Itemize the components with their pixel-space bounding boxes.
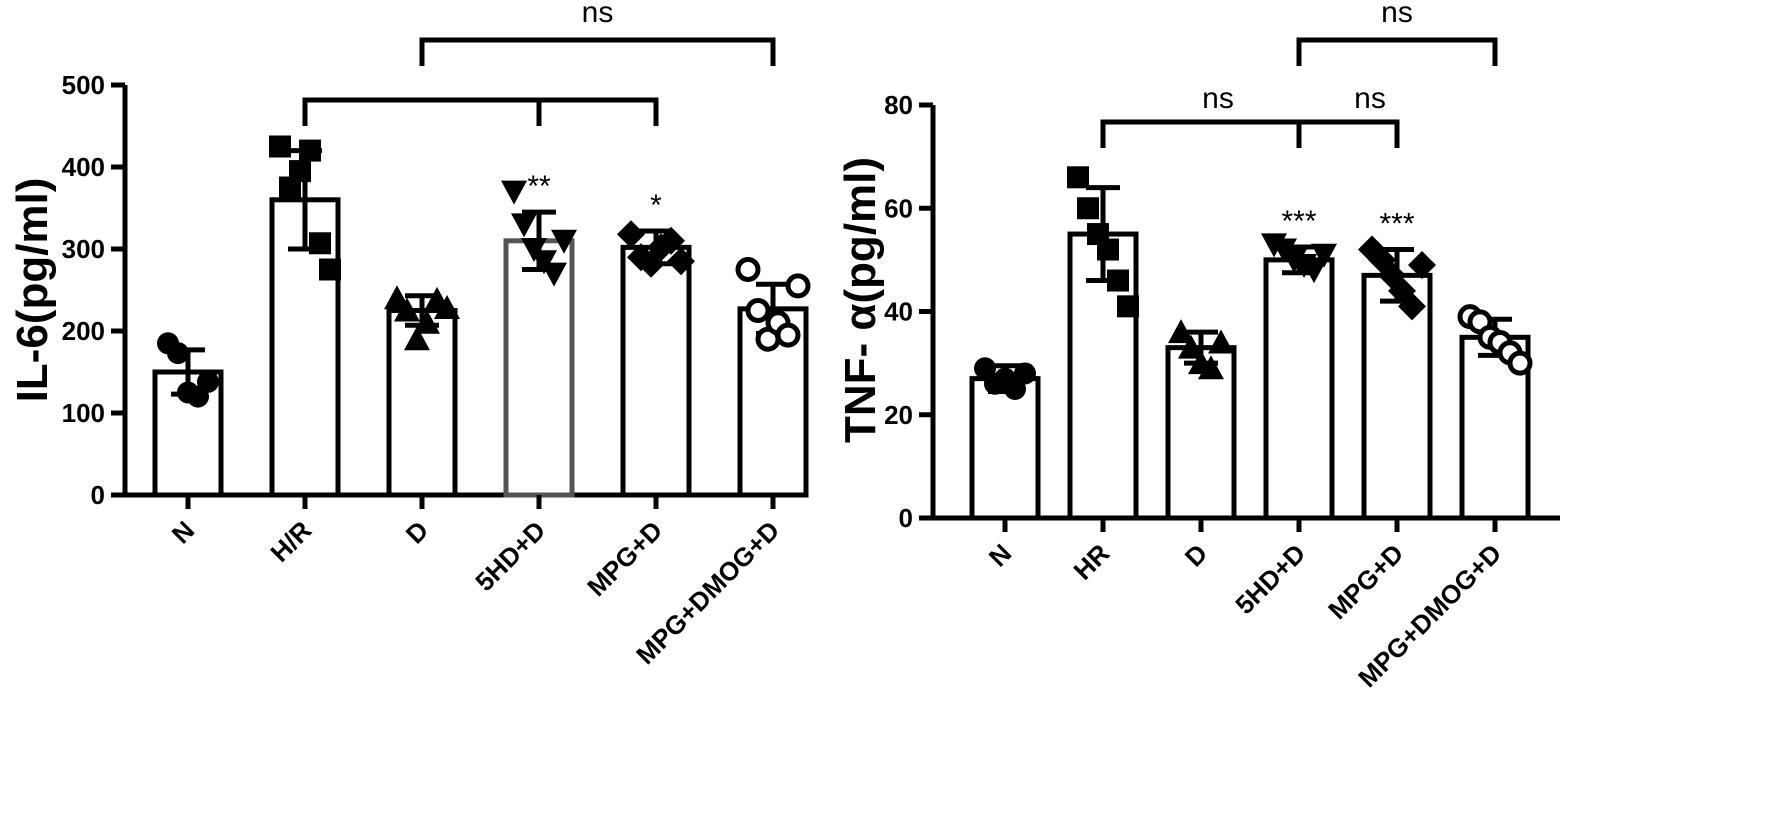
data-point	[1097, 238, 1119, 261]
bracket-label: ns	[1381, 0, 1413, 29]
bar	[620, 244, 692, 498]
x-tick-label: 5HD+D	[1229, 538, 1311, 620]
significance-label: ***	[1281, 205, 1316, 238]
x-tick-label: D	[400, 515, 434, 549]
data-point	[511, 213, 537, 238]
x-tick-label: N	[983, 538, 1017, 572]
significance-label: *	[650, 189, 662, 222]
y-axis-label: TNF- α(pg/ml)	[836, 157, 885, 443]
data-point	[745, 298, 771, 323]
data-point	[1077, 197, 1099, 220]
data-point	[434, 295, 460, 320]
data-point	[269, 135, 291, 158]
significance-label: ***	[1379, 208, 1414, 241]
x-tick-label: MPG+D	[581, 515, 668, 602]
data-point	[1301, 259, 1327, 284]
x-tick-label: N	[166, 515, 200, 549]
bracket-label: ns	[1354, 82, 1386, 115]
data-point	[1507, 350, 1533, 376]
x-tick-label: H/R	[264, 515, 317, 568]
data-point	[197, 370, 219, 393]
y-tick-label: 0	[91, 480, 105, 510]
data-point	[1208, 329, 1234, 354]
y-tick-label: 500	[62, 70, 105, 100]
bar	[503, 238, 575, 498]
data-point	[531, 250, 557, 275]
significance-label: **	[527, 170, 551, 203]
data-point	[167, 342, 189, 365]
data-point	[735, 257, 761, 282]
y-tick-label: 40	[884, 297, 913, 327]
data-point	[309, 232, 331, 255]
y-tick-label: 200	[62, 316, 105, 346]
data-point	[299, 139, 321, 162]
y-tick-label: 0	[899, 503, 913, 533]
significance-bracket	[1100, 119, 1302, 148]
data-point	[1107, 269, 1129, 292]
significance-bracket	[302, 97, 659, 126]
y-tick-label: 400	[62, 152, 105, 182]
y-tick-label: 300	[62, 234, 105, 264]
x-tick-label: MPG+D	[1322, 538, 1409, 625]
data-point	[551, 229, 577, 254]
data-point	[1311, 243, 1337, 268]
significance-bracket	[1296, 37, 1498, 66]
y-axis-label: IL-6(pg/ml)	[8, 178, 57, 403]
x-tick-label: 5HD+D	[469, 515, 551, 597]
data-point	[1398, 292, 1426, 321]
data-point	[384, 285, 410, 310]
data-point	[1117, 295, 1139, 318]
data-point	[521, 238, 547, 262]
data-point	[1408, 251, 1436, 280]
data-point	[1014, 362, 1036, 385]
il6-chart: 0 100 200 300 400 500 IL-6(pg/ml) N H/R D 5HD+D ** M…	[8, 0, 811, 670]
data-point	[1198, 355, 1224, 380]
data-point	[414, 309, 440, 334]
significance-bracket	[419, 37, 776, 66]
bracket-label: ns	[1202, 82, 1234, 115]
bar	[969, 376, 1041, 521]
data-point	[667, 247, 695, 276]
y-tick-label: 100	[62, 398, 105, 428]
x-tick-label: D	[1179, 538, 1213, 572]
data-point	[289, 160, 311, 183]
data-point	[617, 220, 645, 249]
bar	[1263, 257, 1335, 521]
data-point	[541, 262, 567, 287]
data-point	[1168, 319, 1194, 344]
data-point	[1067, 166, 1089, 189]
data-point	[1178, 334, 1204, 359]
y-tick-label: 80	[884, 90, 913, 120]
data-point	[785, 273, 811, 299]
bracket-label: ns	[582, 0, 614, 29]
significance-bracket	[1296, 119, 1400, 148]
data-point	[394, 297, 420, 322]
data-point	[657, 226, 685, 255]
y-tick-label: 20	[884, 400, 913, 430]
data-point	[775, 322, 801, 348]
data-point	[319, 258, 341, 281]
x-tick-label: HR	[1067, 538, 1115, 586]
data-point	[501, 180, 527, 205]
tnf-alpha-chart: 0 20 40 60 80 TNF- α(pg/ml) N HR D 5HD+D *** MPG+D *…	[836, 0, 1560, 693]
data-point	[404, 326, 430, 351]
y-tick-label: 60	[884, 193, 913, 223]
